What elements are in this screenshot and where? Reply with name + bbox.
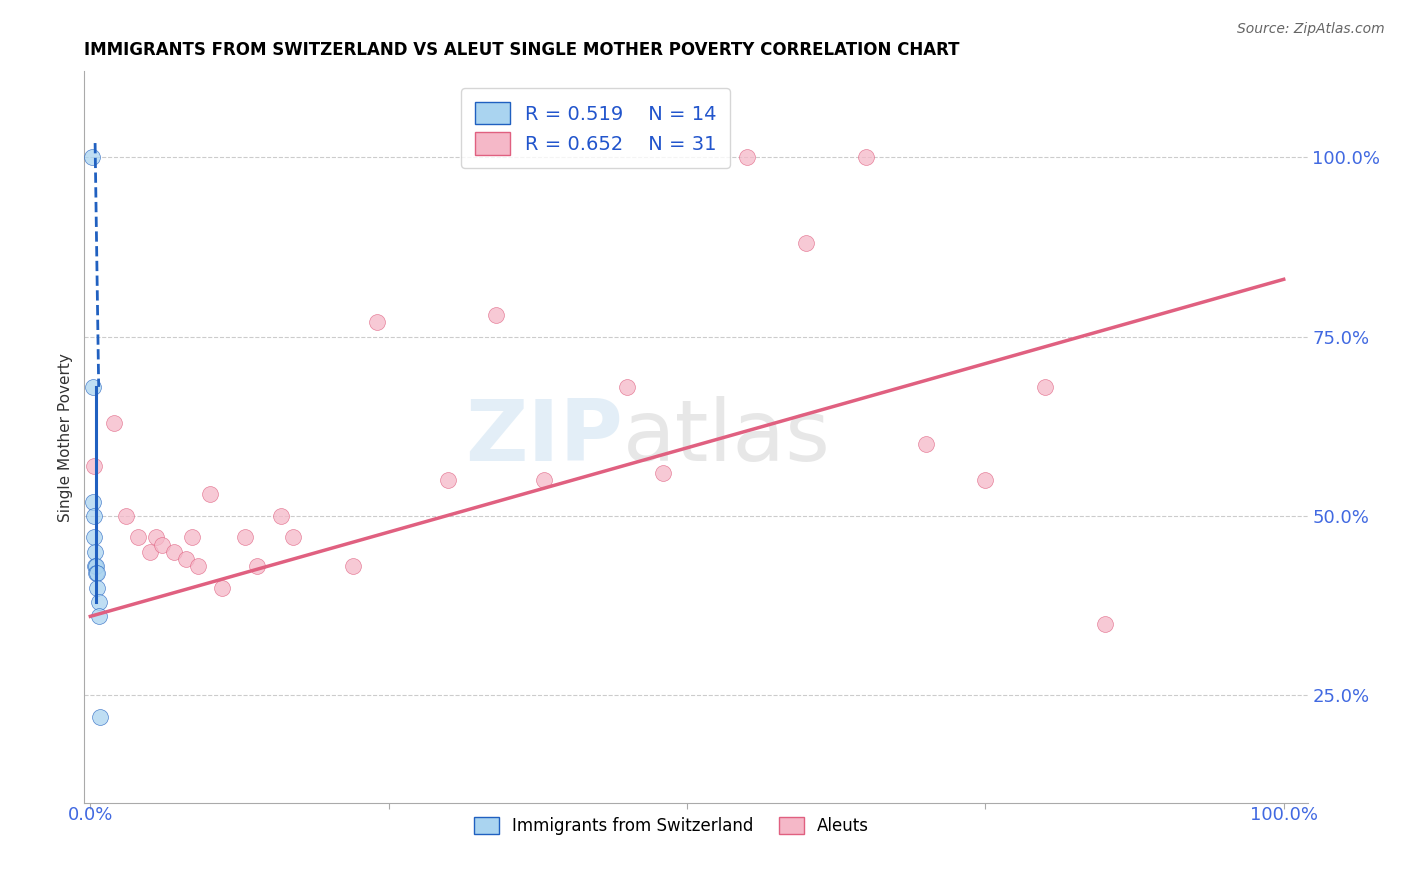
Point — [652, 466, 675, 480]
Point — [127, 531, 149, 545]
Point — [914, 437, 936, 451]
Point — [283, 531, 305, 545]
Text: atlas: atlas — [623, 395, 831, 479]
Point — [366, 315, 388, 329]
Point — [211, 581, 233, 595]
Point — [796, 236, 818, 251]
Point — [198, 487, 221, 501]
Point — [174, 552, 197, 566]
Point — [163, 545, 186, 559]
Point — [87, 595, 110, 609]
Point — [87, 609, 110, 624]
Point — [974, 473, 997, 487]
Point — [80, 150, 103, 164]
Point — [84, 559, 107, 574]
Point — [103, 416, 125, 430]
Point — [485, 308, 508, 322]
Point — [83, 531, 105, 545]
Text: Source: ZipAtlas.com: Source: ZipAtlas.com — [1237, 22, 1385, 37]
Point — [86, 566, 108, 581]
Point — [83, 458, 105, 473]
Point — [82, 380, 104, 394]
Point — [187, 559, 209, 574]
Text: IMMIGRANTS FROM SWITZERLAND VS ALEUT SINGLE MOTHER POVERTY CORRELATION CHART: IMMIGRANTS FROM SWITZERLAND VS ALEUT SIN… — [84, 41, 960, 59]
Point — [1033, 380, 1056, 394]
Point — [82, 494, 104, 508]
Point — [1094, 616, 1116, 631]
Point — [115, 508, 138, 523]
Text: 0.0%: 0.0% — [67, 806, 112, 824]
Point — [145, 531, 167, 545]
Point — [139, 545, 162, 559]
Legend: Immigrants from Switzerland, Aleuts: Immigrants from Switzerland, Aleuts — [467, 811, 876, 842]
Point — [89, 710, 111, 724]
Point — [855, 150, 877, 164]
Point — [735, 150, 758, 164]
Point — [246, 559, 269, 574]
Point — [533, 473, 555, 487]
Point — [235, 531, 257, 545]
Point — [437, 473, 460, 487]
Point — [83, 508, 105, 523]
Point — [180, 531, 202, 545]
Point — [84, 566, 107, 581]
Point — [150, 538, 173, 552]
Point — [616, 380, 638, 394]
Point — [86, 581, 108, 595]
Point — [342, 559, 364, 574]
Point — [84, 559, 107, 574]
Text: ZIP: ZIP — [465, 395, 623, 479]
Point — [84, 545, 107, 559]
Point — [270, 508, 292, 523]
Text: 100.0%: 100.0% — [1250, 806, 1317, 824]
Y-axis label: Single Mother Poverty: Single Mother Poverty — [58, 352, 73, 522]
